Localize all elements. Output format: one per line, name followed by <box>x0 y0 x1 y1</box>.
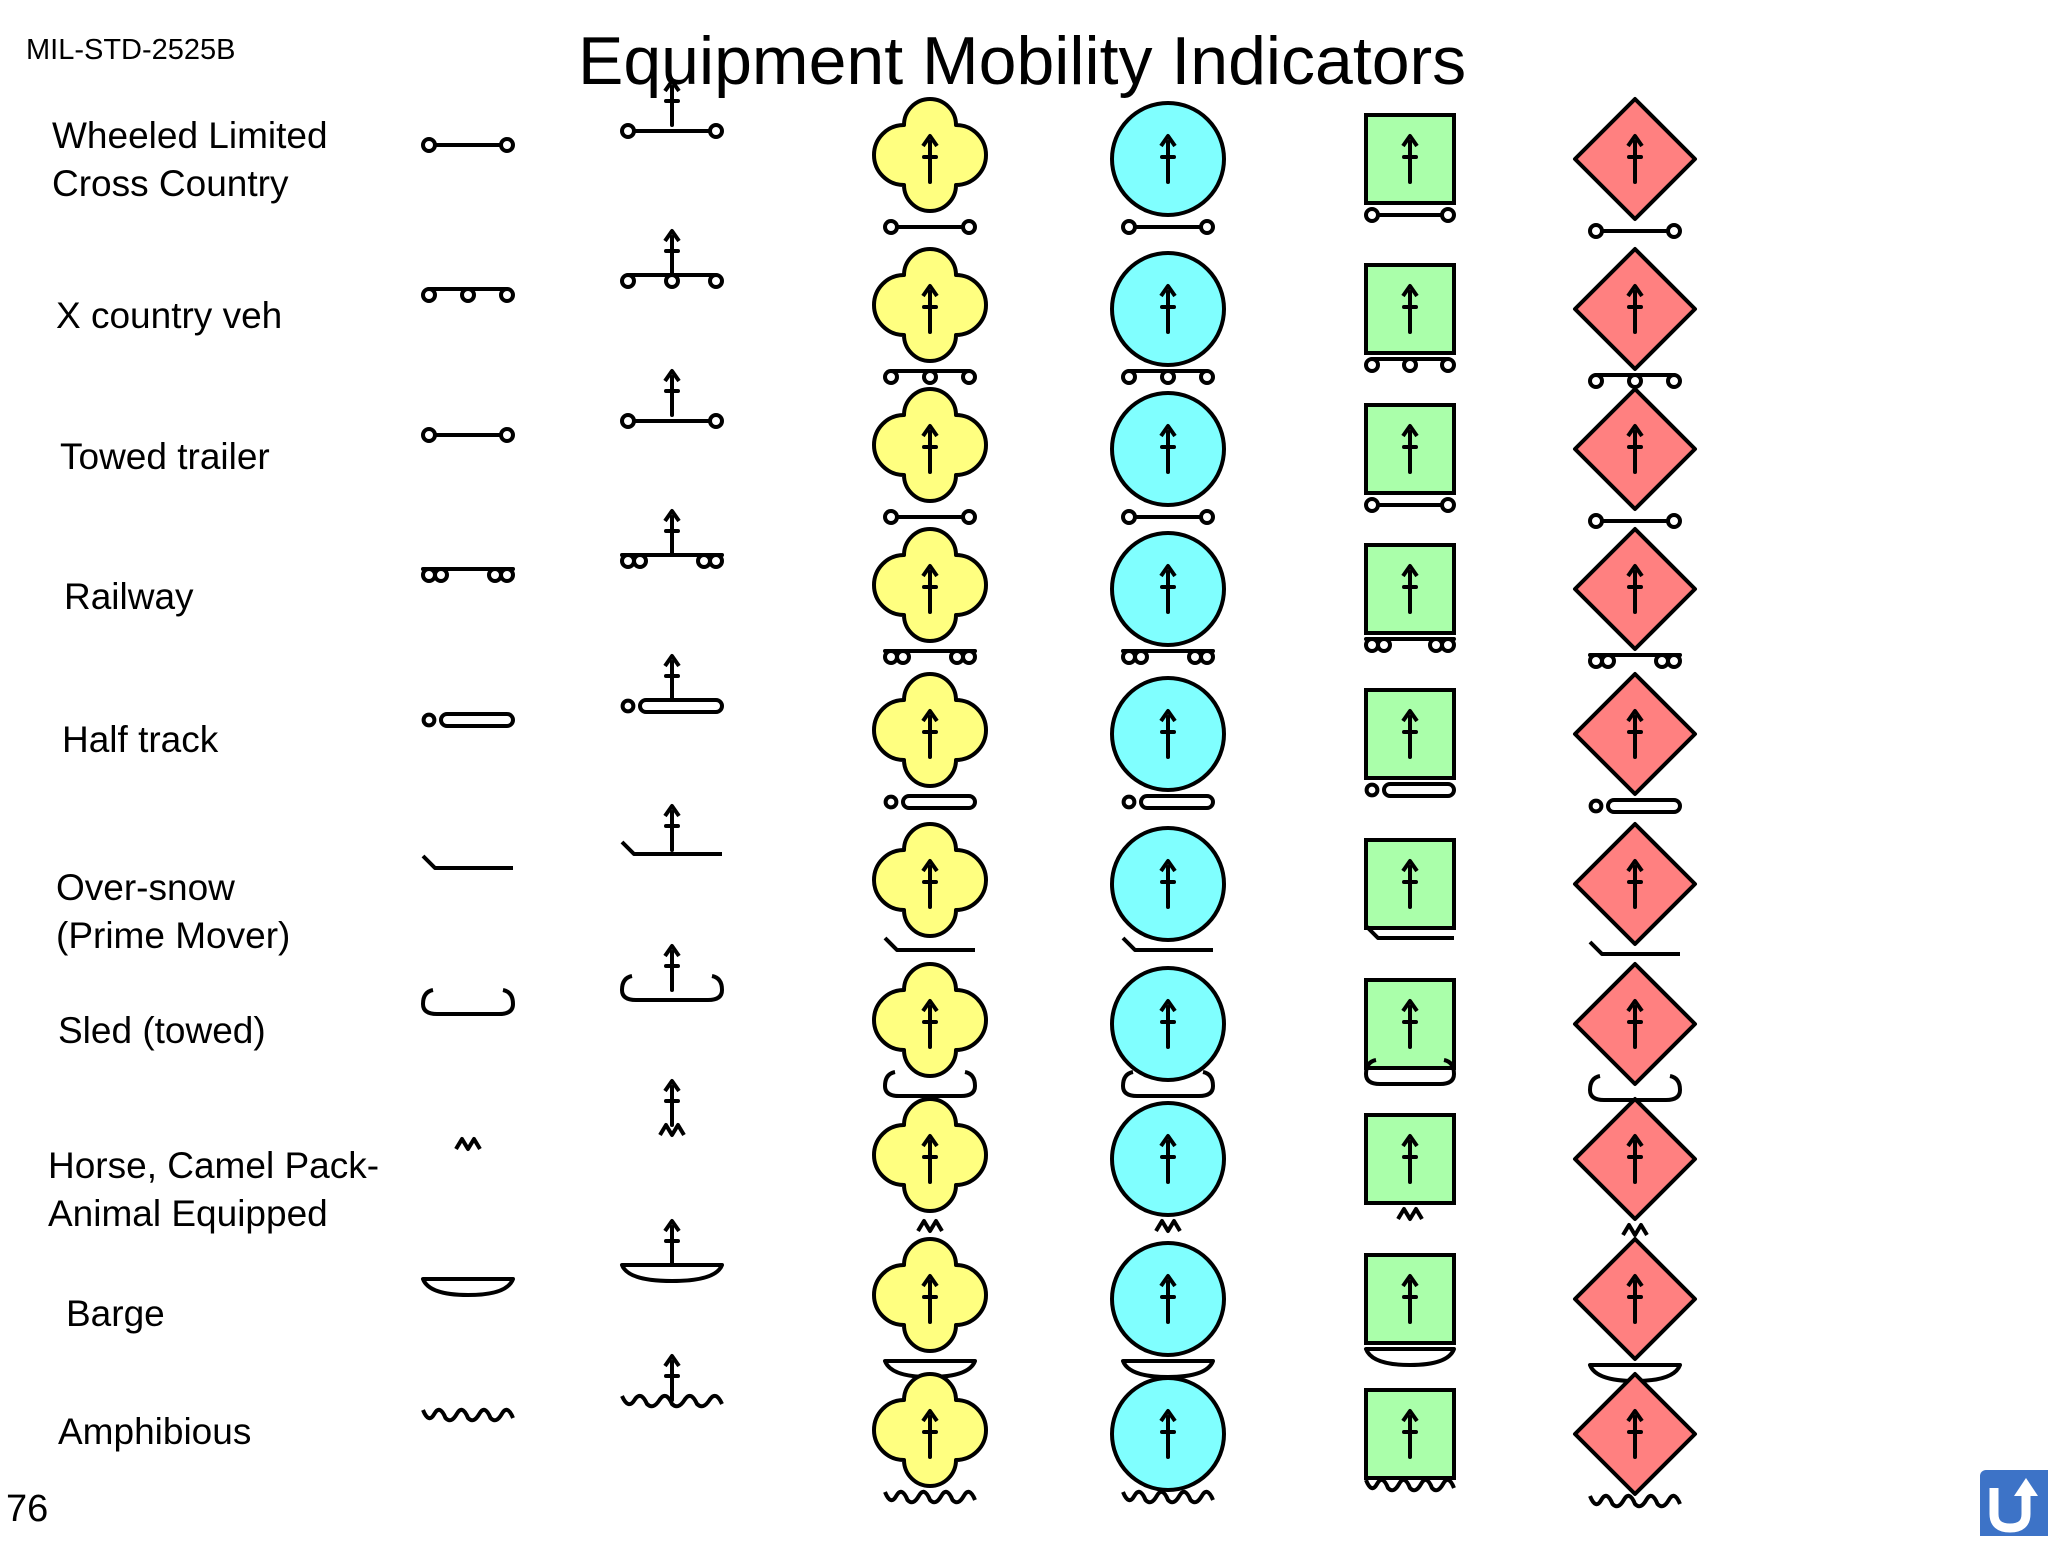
mobility-indicator-towed <box>421 427 515 443</box>
symbol-unknown-clover-amphibious <box>872 1372 988 1505</box>
row-label-oversnow: Over-snow (Prime Mover) <box>56 867 291 956</box>
symbol-friend-circle-xcountry <box>1110 251 1226 385</box>
mobility-indicator-sled <box>421 988 515 1016</box>
symbol-friend-circle-sled <box>1110 966 1226 1098</box>
symbol-unknown-clover-railway <box>872 527 988 665</box>
row-label-sled: Sled (towed) <box>58 1010 266 1051</box>
mobility-indicator-wheeled <box>421 137 515 153</box>
symbol-neutral-square-wheeled <box>1364 113 1456 223</box>
mobility-indicator-halftrack <box>421 712 515 728</box>
symbol-unknown-clover-barge <box>872 1237 988 1379</box>
symbol-hostile-diamond-towed <box>1573 387 1697 529</box>
symbol-neutral-square-halftrack <box>1364 688 1456 798</box>
symbol-friend-circle-railway <box>1110 531 1226 665</box>
symbol-unknown-clover-towed <box>872 387 988 525</box>
mobility-indicator-animal <box>454 1137 482 1151</box>
row-label-towed: Towed trailer <box>60 436 270 477</box>
row-label-amphibious: Amphibious <box>58 1411 252 1452</box>
symbol-hostile-diamond-wheeled <box>1573 97 1697 239</box>
symbol-friend-circle-towed <box>1110 391 1226 525</box>
symbol-hostile-diamond-halftrack <box>1573 672 1697 814</box>
mobility-indicator-xcountry <box>421 287 515 303</box>
symbol-neutral-square-sled <box>1364 978 1456 1086</box>
symbol-neutral-square-barge <box>1364 1253 1456 1367</box>
symbol-hostile-diamond-animal <box>1573 1097 1697 1237</box>
symbol-friend-circle-oversnow <box>1110 826 1226 952</box>
page-title: Equipment Mobility Indicators <box>578 23 1467 99</box>
mobility-indicator-barge <box>421 1277 515 1297</box>
symbol-friend-circle-barge <box>1110 1241 1226 1379</box>
symbol-neutral-square-towed <box>1364 403 1456 513</box>
symbol-hostile-diamond-oversnow <box>1573 822 1697 956</box>
mobility-equipment-towed <box>620 369 724 429</box>
symbol-unknown-clover-sled <box>872 962 988 1098</box>
row-label-xcountry: X country veh <box>56 295 283 336</box>
symbol-neutral-square-railway <box>1364 543 1456 653</box>
mobility-equipment-xcountry <box>620 229 724 289</box>
symbol-hostile-diamond-railway <box>1573 527 1697 669</box>
return-arrow-icon <box>1989 1478 2038 1533</box>
row-label-halftrack: Half track <box>62 719 219 760</box>
row-label-animal: Horse, Camel Pack- Animal Equipped <box>48 1145 380 1234</box>
mobility-equipment-amphibious <box>620 1354 724 1409</box>
symbol-friend-circle-wheeled <box>1110 101 1226 235</box>
symbol-friend-circle-amphibious <box>1110 1376 1226 1505</box>
mobility-indicator-oversnow <box>421 854 513 870</box>
mobility-equipment-oversnow <box>620 804 722 856</box>
standard-label: MIL-STD-2525B <box>26 34 236 66</box>
symbol-unknown-clover-halftrack <box>872 672 988 810</box>
page-number: 76 <box>6 1488 49 1530</box>
symbol-hostile-diamond-sled <box>1573 962 1697 1102</box>
row-label-wheeled: Wheeled Limited Cross Country <box>52 115 328 204</box>
symbol-hostile-diamond-amphibious <box>1573 1372 1697 1509</box>
symbol-neutral-square-animal <box>1364 1113 1456 1221</box>
symbol-friend-circle-animal <box>1110 1101 1226 1233</box>
symbol-unknown-clover-wheeled <box>872 97 988 235</box>
return-button[interactable] <box>1980 1470 2048 1536</box>
mobility-equipment-sled <box>620 944 724 1002</box>
mobility-equipment-halftrack <box>620 654 724 714</box>
symbol-unknown-clover-animal <box>872 1097 988 1233</box>
symbol-unknown-clover-oversnow <box>872 822 988 952</box>
symbol-neutral-square-xcountry <box>1364 263 1456 373</box>
symbol-friend-circle-halftrack <box>1110 676 1226 810</box>
mobility-equipment-wheeled <box>620 79 724 139</box>
mobility-indicator-amphibious <box>421 1407 515 1423</box>
symbol-hostile-diamond-xcountry <box>1573 247 1697 389</box>
mobility-equipment-railway <box>620 509 724 569</box>
mobility-indicator-railway <box>421 567 515 583</box>
symbol-unknown-clover-xcountry <box>872 247 988 385</box>
symbol-hostile-diamond-barge <box>1573 1237 1697 1383</box>
symbol-neutral-square-amphibious <box>1364 1388 1456 1493</box>
row-label-barge: Barge <box>66 1293 165 1334</box>
row-label-railway: Railway <box>64 576 194 617</box>
mobility-equipment-barge <box>620 1219 724 1283</box>
mobility-equipment-animal <box>658 1079 686 1137</box>
symbol-neutral-square-oversnow <box>1364 838 1456 940</box>
